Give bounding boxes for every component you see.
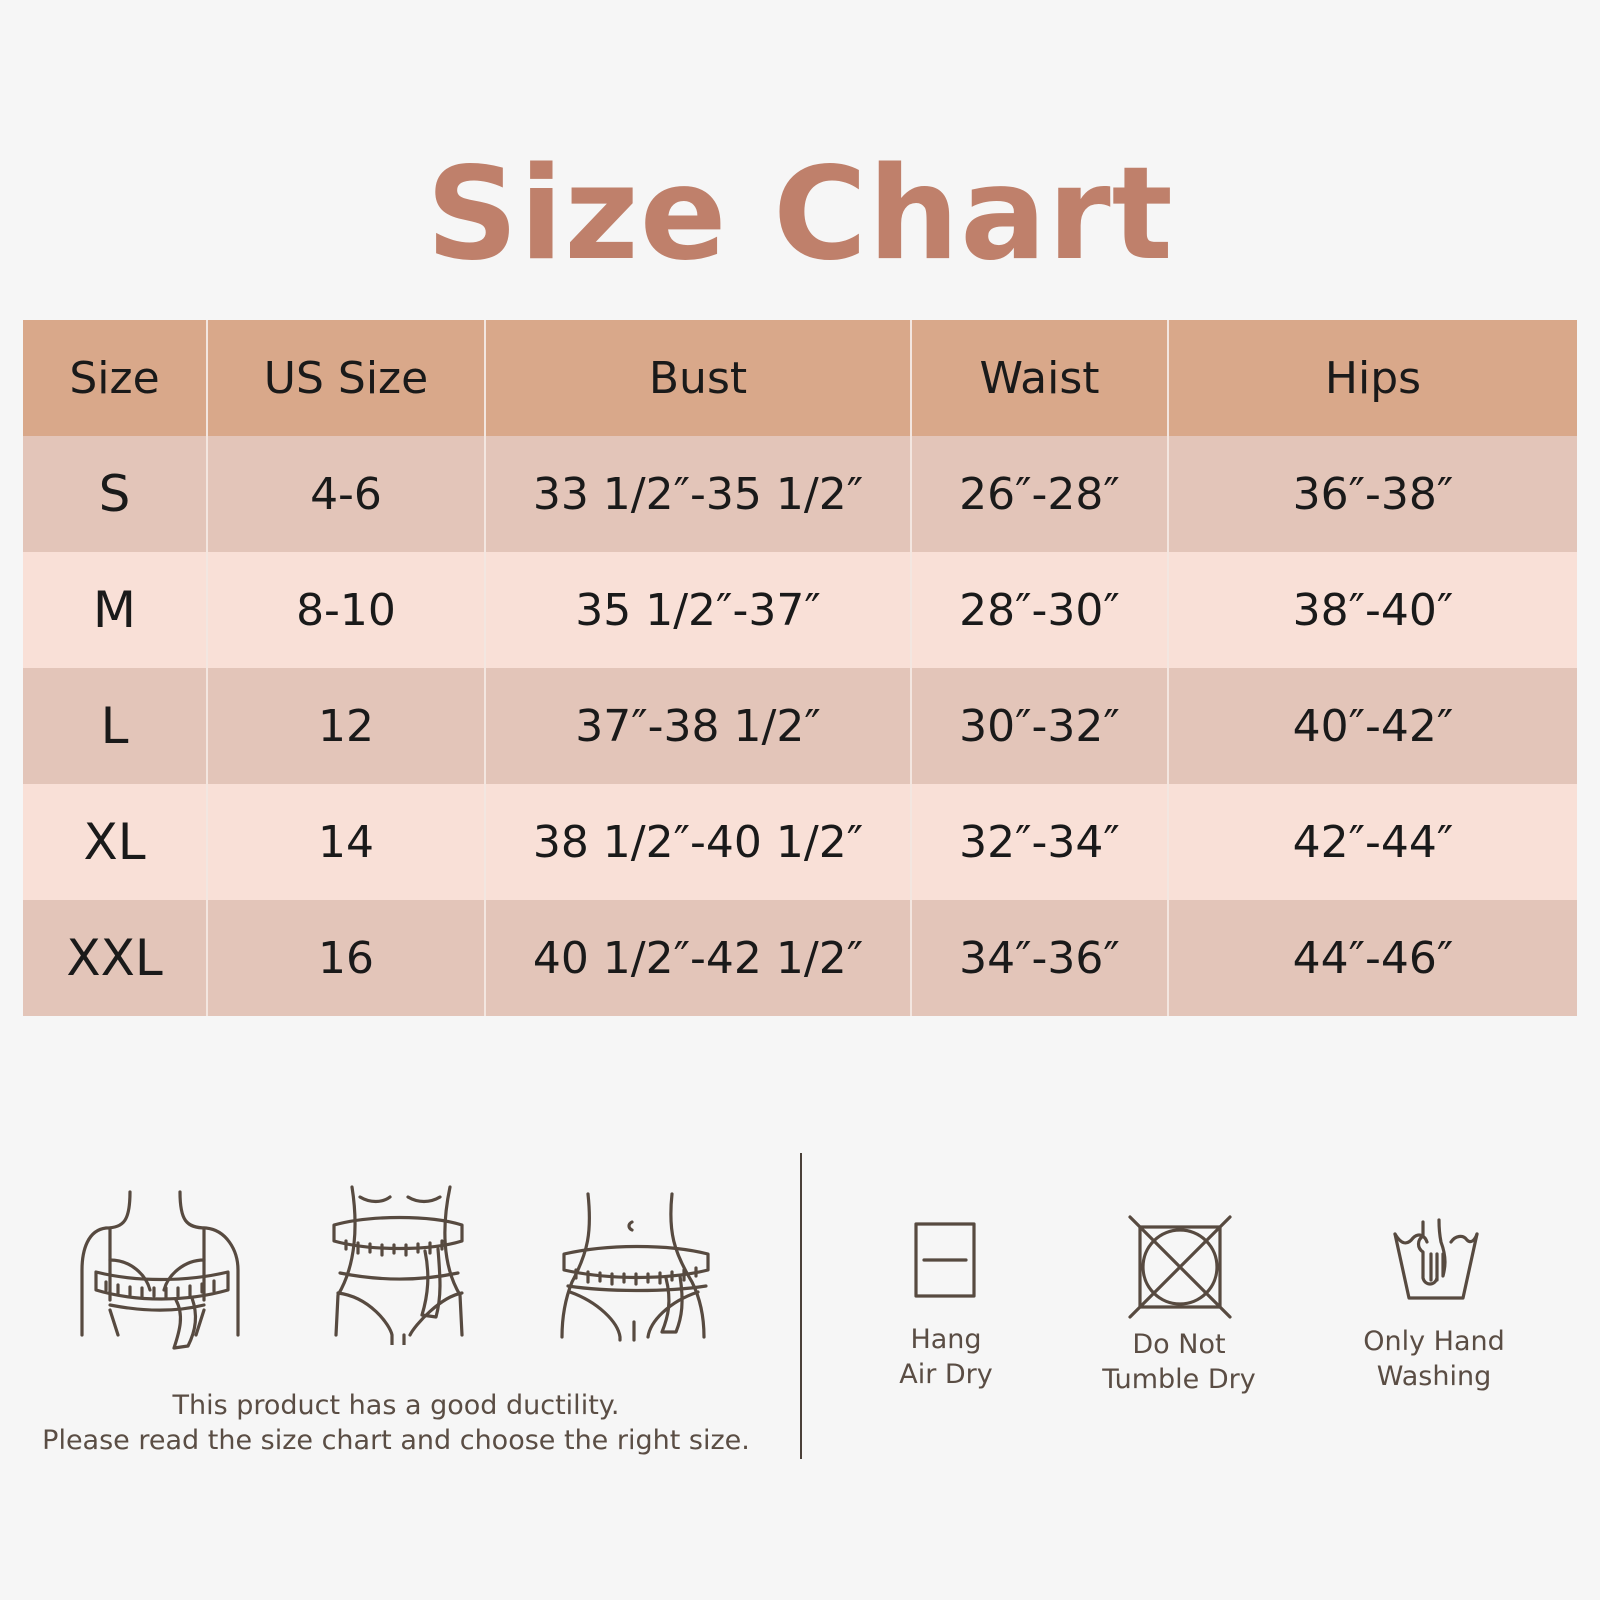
header-bust: Bust [484, 320, 911, 436]
cell-size: XL [23, 784, 207, 900]
care-label-line: Only Hand [1363, 1326, 1505, 1357]
hand-wash-icon [1391, 1218, 1481, 1306]
cell-us-size: 14 [206, 784, 485, 900]
care-label-do-not-tumble-dry: Do Not Tumble Dry [1059, 1327, 1299, 1397]
table-row: XL 14 38 1/2″-40 1/2″ 32″-34″ 42″-44″ [23, 784, 1577, 900]
cell-waist: 30″-32″ [910, 668, 1168, 784]
table-row: S 4-6 33 1/2″-35 1/2″ 26″-28″ 36″-38″ [23, 436, 1577, 552]
care-label-line: Washing [1376, 1361, 1492, 1392]
care-label-line: Hang [910, 1324, 982, 1355]
cell-bust: 38 1/2″-40 1/2″ [484, 784, 911, 900]
waist-measure-icon [330, 1185, 470, 1349]
care-label-line: Do Not [1132, 1329, 1226, 1360]
cell-hips: 42″-44″ [1167, 784, 1577, 900]
bust-measure-icon [76, 1190, 246, 1354]
cell-waist: 28″-30″ [910, 552, 1168, 668]
care-label-line: Tumble Dry [1102, 1364, 1256, 1395]
cell-waist: 34″-36″ [910, 900, 1168, 1016]
cell-us-size: 8-10 [206, 552, 485, 668]
table-header-row: Size US Size Bust Waist Hips [23, 320, 1577, 436]
table-row: M 8-10 35 1/2″-37″ 28″-30″ 38″-40″ [23, 552, 1577, 668]
header-us-size: US Size [206, 320, 485, 436]
cell-size: S [23, 436, 207, 552]
cell-hips: 44″-46″ [1167, 900, 1577, 1016]
section-divider [800, 1153, 802, 1459]
cell-bust: 40 1/2″-42 1/2″ [484, 900, 911, 1016]
hang-air-dry-icon [914, 1222, 978, 1306]
cell-waist: 32″-34″ [910, 784, 1168, 900]
do-not-tumble-dry-icon [1128, 1215, 1232, 1323]
care-label-hang-air-dry: Hang Air Dry [826, 1322, 1066, 1392]
table-row: XXL 16 40 1/2″-42 1/2″ 34″-36″ 44″-46″ [23, 900, 1577, 1016]
cell-waist: 26″-28″ [910, 436, 1168, 552]
cell-us-size: 16 [206, 900, 485, 1016]
cell-bust: 33 1/2″-35 1/2″ [484, 436, 911, 552]
hips-measure-icon [558, 1192, 718, 1346]
note-line-1: This product has a good ductility. [172, 1390, 620, 1421]
cell-hips: 36″-38″ [1167, 436, 1577, 552]
size-table: Size US Size Bust Waist Hips S 4-6 33 1/2″… [23, 320, 1577, 1016]
page-title: Size Chart [426, 140, 1174, 289]
cell-us-size: 4-6 [206, 436, 485, 552]
cell-bust: 37″-38 1/2″ [484, 668, 911, 784]
cell-size: L [23, 668, 207, 784]
table-row: L 12 37″-38 1/2″ 30″-32″ 40″-42″ [23, 668, 1577, 784]
care-label-hand-wash: Only Hand Washing [1314, 1324, 1554, 1394]
care-label-line: Air Dry [899, 1359, 993, 1390]
cell-us-size: 12 [206, 668, 485, 784]
header-hips: Hips [1167, 320, 1577, 436]
size-note: This product has a good ductility. Pleas… [30, 1388, 762, 1458]
note-line-2: Please read the size chart and choose th… [42, 1425, 750, 1456]
header-waist: Waist [910, 320, 1168, 436]
cell-hips: 38″-40″ [1167, 552, 1577, 668]
cell-size: XXL [23, 900, 207, 1016]
cell-hips: 40″-42″ [1167, 668, 1577, 784]
header-size: Size [23, 320, 207, 436]
cell-bust: 35 1/2″-37″ [484, 552, 911, 668]
cell-size: M [23, 552, 207, 668]
